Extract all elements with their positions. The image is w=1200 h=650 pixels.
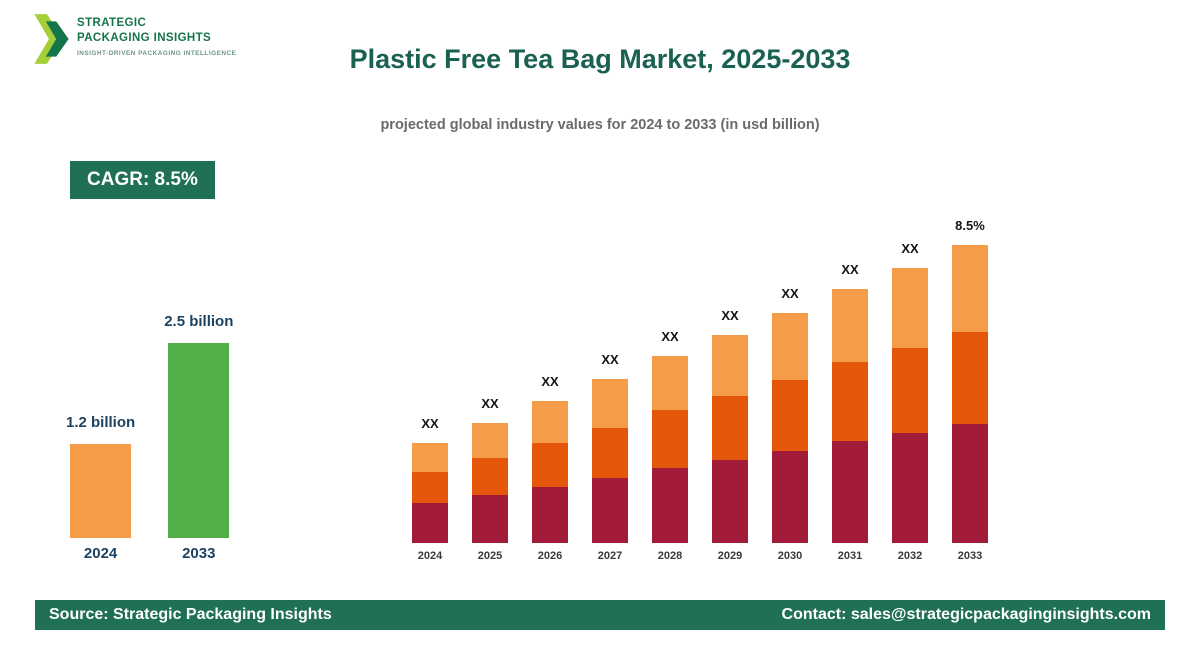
stacked-bar-group-2029: XX 2029 bbox=[712, 308, 748, 562]
bar-segment-middle-segment-2028 bbox=[652, 410, 688, 468]
bar-segment-bottom-segment-2030 bbox=[772, 451, 808, 543]
footer-contact: Contact: sales@strategicpackaginginsight… bbox=[781, 606, 1151, 623]
bar-segment-top-segment-2031 bbox=[832, 289, 868, 362]
stacked-chart: XX 2024 XX 2025 XX 2026 XX 2027 XX 2028 XX 2029 XX 20… bbox=[412, 218, 988, 562]
logo-chevron-icon bbox=[34, 14, 69, 64]
page-title: Plastic Free Tea Bag Market, 2025-2033 bbox=[349, 44, 851, 74]
bar-segment-top-segment-2030 bbox=[772, 313, 808, 380]
mini-bar-2024 bbox=[70, 444, 132, 538]
footer-bar: Source: Strategic Packaging Insights Con… bbox=[35, 600, 1165, 630]
bar-segment-middle-segment-2031 bbox=[832, 362, 868, 441]
mini-bar-group-2024: 1.2 billion 2024 bbox=[66, 414, 135, 562]
stacked-bar-value-label: 8.5% bbox=[955, 218, 985, 233]
stacked-bar-group-2032: XX 2032 bbox=[892, 241, 928, 562]
mini-bar-value-label: 2.5 billion bbox=[164, 313, 234, 330]
mini-bar-category-label: 2033 bbox=[182, 545, 216, 562]
bar-segment-bottom-segment-2026 bbox=[532, 487, 568, 543]
stacked-bar-value-label: XX bbox=[421, 416, 439, 431]
stacked-bar-group-2033: 8.5% 2033 bbox=[952, 218, 988, 562]
bar-segment-bottom-segment-2025 bbox=[472, 495, 508, 543]
stacked-bar-group-2031: XX 2031 bbox=[832, 262, 868, 562]
stacked-bar-category-label: 2028 bbox=[657, 550, 683, 562]
bar-segment-bottom-segment-2029 bbox=[712, 460, 748, 543]
bar-segment-bottom-segment-2031 bbox=[832, 441, 868, 543]
bar-segment-bottom-segment-2024 bbox=[412, 503, 448, 543]
stacked-bar-category-label: 2033 bbox=[957, 550, 983, 562]
stacked-bar-value-label: XX bbox=[901, 241, 919, 256]
stacked-bar-value-label: XX bbox=[841, 262, 859, 277]
stacked-bar-category-label: 2024 bbox=[417, 550, 443, 562]
stacked-bar-category-label: 2030 bbox=[777, 550, 803, 562]
bar-segment-top-segment-2027 bbox=[592, 379, 628, 428]
stacked-bar-value-label: XX bbox=[541, 374, 559, 389]
stacked-bar-category-label: 2027 bbox=[597, 550, 623, 562]
bar-segment-bottom-segment-2032 bbox=[892, 433, 928, 543]
logo: STRATEGIC PACKAGING INSIGHTS INSIGHT-DRI… bbox=[33, 12, 236, 66]
stacked-bar-group-2025: XX 2025 bbox=[472, 396, 508, 562]
bar-segment-middle-segment-2033 bbox=[952, 332, 988, 424]
stacked-bar-value-label: XX bbox=[781, 286, 799, 301]
stacked-bar-category-label: 2029 bbox=[717, 550, 743, 562]
stacked-bar-group-2030: XX 2030 bbox=[772, 286, 808, 562]
bar-segment-top-segment-2032 bbox=[892, 268, 928, 348]
mini-bar-group-2033: 2.5 billion 2033 bbox=[164, 313, 233, 562]
stacked-bar-value-label: XX bbox=[601, 352, 619, 367]
stacked-bar-group-2024: XX 2024 bbox=[412, 416, 448, 562]
mini-bar-value-label: 1.2 billion bbox=[66, 414, 136, 431]
bar-segment-middle-segment-2030 bbox=[772, 380, 808, 451]
bar-segment-top-segment-2033 bbox=[952, 245, 988, 332]
stacked-bar-category-label: 2025 bbox=[477, 550, 503, 562]
stacked-bar-group-2028: XX 2028 bbox=[652, 329, 688, 562]
bar-segment-bottom-segment-2027 bbox=[592, 478, 628, 543]
bar-segment-top-segment-2029 bbox=[712, 335, 748, 396]
bar-segment-middle-segment-2027 bbox=[592, 428, 628, 478]
stacked-bar-category-label: 2026 bbox=[537, 550, 563, 562]
stacked-bar-category-label: 2031 bbox=[837, 550, 863, 562]
bar-segment-middle-segment-2029 bbox=[712, 396, 748, 460]
logo-text: STRATEGIC PACKAGING INSIGHTS INSIGHT-DRI… bbox=[77, 12, 236, 57]
stacked-bar-value-label: XX bbox=[661, 329, 679, 344]
mini-bar-2033 bbox=[168, 343, 230, 538]
bar-segment-bottom-segment-2028 bbox=[652, 468, 688, 543]
bar-segment-middle-segment-2024 bbox=[412, 472, 448, 503]
stacked-bar-group-2026: XX 2026 bbox=[532, 374, 568, 562]
bar-segment-top-segment-2024 bbox=[412, 443, 448, 472]
logo-line2: PACKAGING INSIGHTS bbox=[77, 31, 212, 44]
mini-bar-category-label: 2024 bbox=[83, 545, 118, 562]
stacked-bar-group-2027: XX 2027 bbox=[592, 352, 628, 562]
bar-segment-bottom-segment-2033 bbox=[952, 424, 988, 543]
stacked-bar-value-label: XX bbox=[721, 308, 739, 323]
bar-segment-top-segment-2026 bbox=[532, 401, 568, 443]
stacked-bar-value-label: XX bbox=[481, 396, 499, 411]
bar-segment-top-segment-2028 bbox=[652, 356, 688, 410]
logo-line1: STRATEGIC bbox=[77, 17, 147, 29]
bar-segment-top-segment-2025 bbox=[472, 423, 508, 458]
mini-chart: 1.2 billion 2024 2.5 billion 2033 bbox=[66, 313, 233, 562]
bar-segment-middle-segment-2032 bbox=[892, 348, 928, 433]
footer-source: Source: Strategic Packaging Insights bbox=[49, 606, 332, 623]
cagr-badge: CAGR: 8.5% bbox=[70, 161, 215, 199]
bar-segment-middle-segment-2026 bbox=[532, 443, 568, 487]
logo-tagline: INSIGHT-DRIVEN PACKAGING INTELLIGENCE bbox=[77, 49, 237, 57]
bar-segment-middle-segment-2025 bbox=[472, 458, 508, 495]
page-subtitle: projected global industry values for 202… bbox=[380, 117, 820, 133]
stacked-bar-category-label: 2032 bbox=[897, 550, 923, 562]
